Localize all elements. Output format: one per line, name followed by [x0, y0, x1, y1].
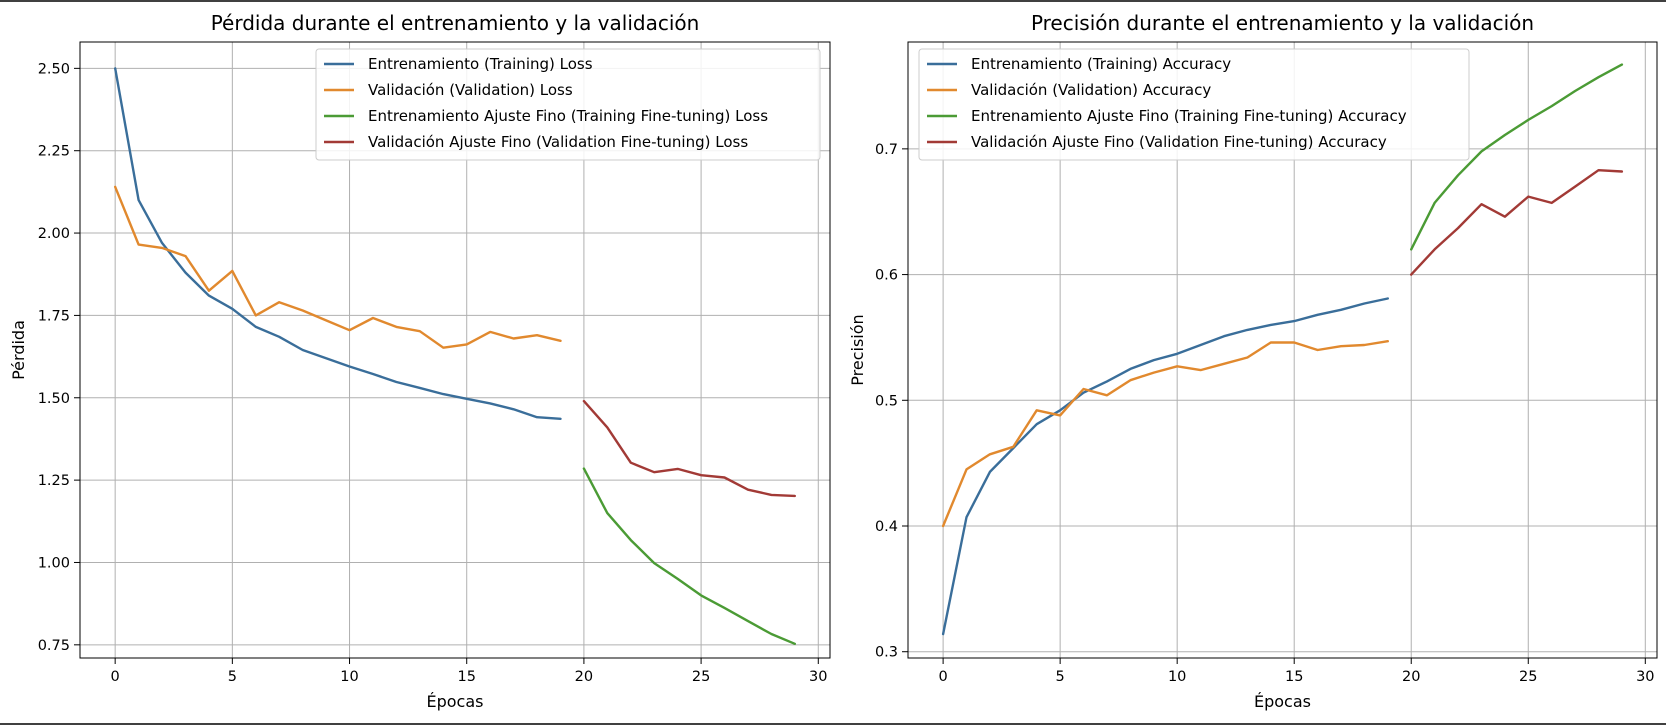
y-axis-label: Precisión [848, 314, 867, 385]
legend-label: Entrenamiento (Training) Accuracy [971, 55, 1231, 73]
y-tick-label: 1.00 [38, 555, 70, 571]
plot-frame [907, 41, 1658, 659]
legend-label: Validación Ajuste Fino (Validation Fine-… [971, 133, 1387, 151]
x-axis-label: Épocas [427, 692, 484, 711]
x-tick-label: 0 [938, 669, 947, 685]
legend: Entrenamiento (Training) Accuracy Validac… [918, 48, 1470, 161]
x-tick-label: 15 [457, 669, 475, 685]
x-tick-label: 10 [340, 669, 358, 685]
series-line-validation_ft [582, 399, 796, 498]
series-line-validation [941, 340, 1390, 528]
x-tick-label: 5 [228, 669, 237, 685]
x-tick-label: 30 [809, 669, 827, 685]
series-line-validation_ft [1409, 168, 1624, 276]
x-tick-label: 15 [1285, 669, 1303, 685]
y-tick-label: 0.7 [875, 142, 898, 158]
y-tick-label: 2.00 [38, 226, 70, 242]
x-tick-label: 25 [692, 669, 710, 685]
x-tick-label: 10 [1168, 669, 1186, 685]
y-tick-label: 0.4 [875, 519, 898, 535]
legend-label: Entrenamiento (Training) Loss [368, 55, 593, 73]
y-tick-label: 1.50 [38, 391, 70, 407]
y-tick-label: 1.25 [38, 473, 70, 489]
legend-label: Validación (Validation) Accuracy [971, 81, 1211, 99]
series-line-validation [113, 185, 562, 349]
x-tick-label: 20 [575, 669, 593, 685]
legend-label: Validación Ajuste Fino (Validation Fine-… [368, 133, 748, 151]
y-tick-label: 0.6 [875, 268, 898, 284]
y-tick-label: 0.75 [38, 638, 70, 654]
x-axis-label: Épocas [1254, 692, 1311, 711]
y-axis-label: Pérdida [9, 320, 28, 380]
x-tick-label: 25 [1519, 669, 1537, 685]
chart-title: Precisión durante el entrenamiento y la … [1031, 11, 1534, 35]
legend-label: Entrenamiento Ajuste Fino (Training Fine… [971, 107, 1407, 125]
x-tick-label: 20 [1402, 669, 1420, 685]
series-line-training_ft [1409, 63, 1624, 251]
legend-label: Entrenamiento Ajuste Fino (Training Fine… [368, 107, 768, 125]
series-line-training [941, 297, 1390, 636]
loss-chart: 0 5 10 15 20 25 30 0.75 1.00 1.25 1.50 1.75 2.00 2.25… [9, 11, 831, 711]
legend-label: Validación (Validation) Loss [368, 81, 573, 99]
series-line-training_ft [582, 467, 796, 645]
plot-frame [79, 41, 831, 659]
accuracy-chart: 0 5 10 15 20 25 30 0.3 0.4 0.5 0.6 0.7 Precisión dur… [848, 11, 1658, 711]
x-tick-label: 30 [1636, 669, 1654, 685]
legend-box [315, 48, 821, 161]
legend-box [918, 48, 1470, 161]
legend: Entrenamiento (Training) Loss Validación … [315, 48, 821, 161]
y-tick-label: 0.3 [875, 645, 898, 661]
x-tick-label: 5 [1056, 669, 1065, 685]
y-tick-label: 2.50 [38, 61, 70, 77]
y-tick-label: 2.25 [38, 144, 70, 160]
series-line-training [113, 67, 562, 420]
y-tick-label: 1.75 [38, 308, 70, 324]
chart-title: Pérdida durante el entrenamiento y la va… [211, 11, 700, 35]
x-tick-label: 0 [111, 669, 120, 685]
y-tick-label: 0.5 [875, 393, 898, 409]
